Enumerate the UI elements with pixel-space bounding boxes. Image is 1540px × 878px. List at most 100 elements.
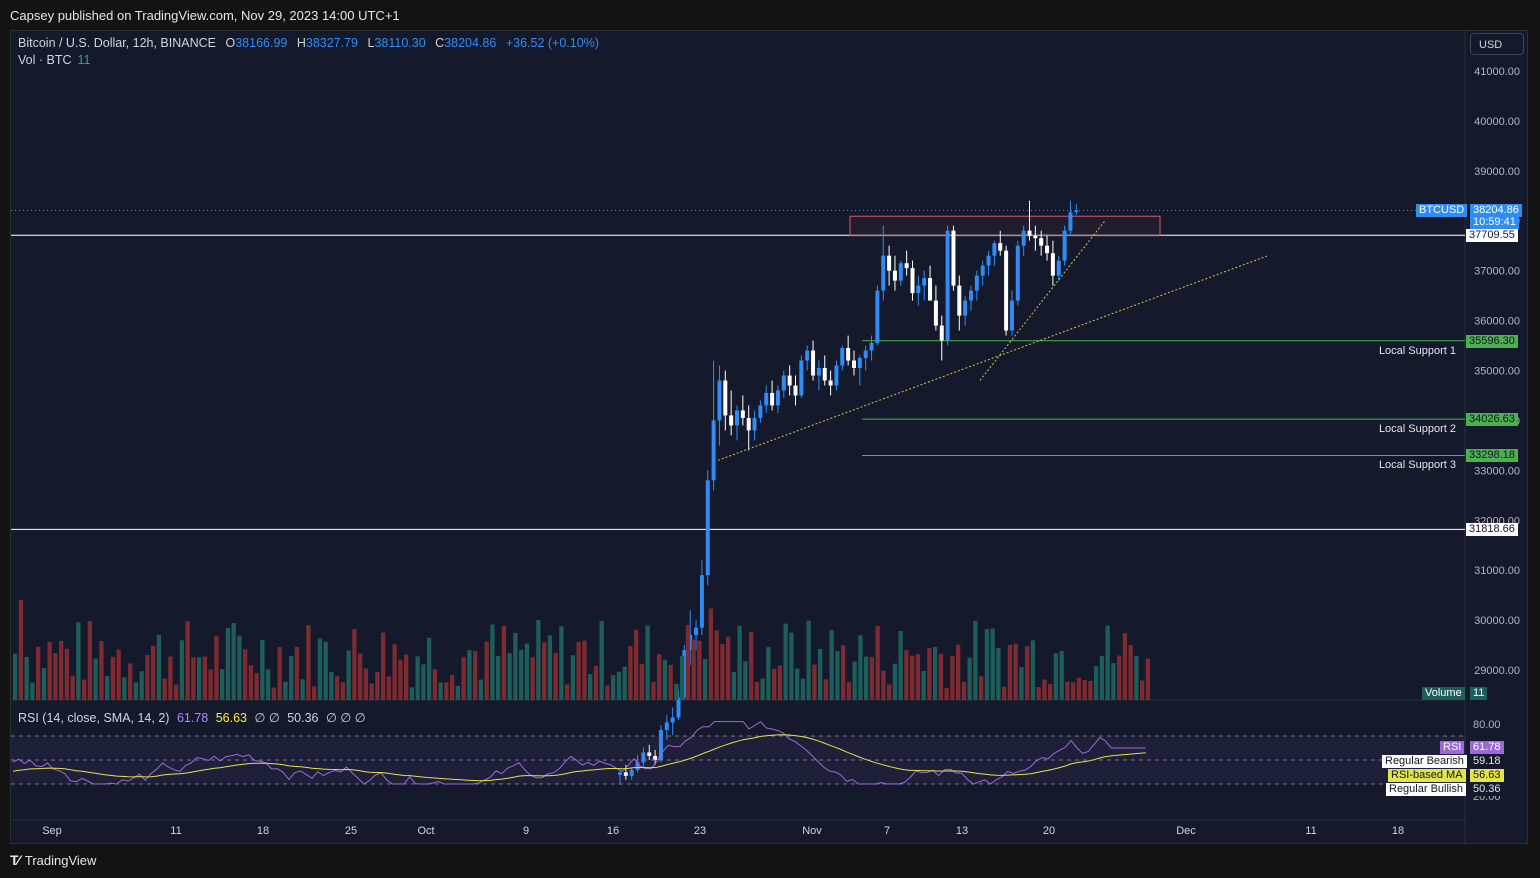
candle-body: [898, 263, 903, 281]
candle-body: [992, 243, 997, 256]
tradingview-logo[interactable]: T⁄ TradingView: [10, 852, 96, 868]
volume-bar: [266, 669, 271, 700]
candle-body: [729, 415, 734, 426]
time-tick-label: 13: [956, 825, 968, 837]
volume-bar: [726, 636, 731, 700]
rsi-tag: RSI: [1440, 741, 1465, 754]
high-value: 38327.79: [305, 36, 359, 50]
volume-bar: [191, 657, 196, 700]
volume-bar: [70, 675, 75, 700]
candle-body: [723, 380, 728, 416]
price-tick-label: 31000.00: [1474, 565, 1520, 577]
candle-body: [1074, 210, 1079, 213]
volume-bar: [277, 646, 282, 700]
volume-bar: [116, 649, 121, 700]
candle-body: [969, 290, 973, 301]
volume-bar: [1065, 681, 1070, 700]
candle-body: [676, 697, 681, 718]
tradingview-brand: TradingView: [24, 852, 97, 868]
volume-bar: [950, 655, 955, 700]
price-tick-label: 36000.00: [1474, 316, 1520, 328]
volume-bar: [455, 685, 461, 700]
candle-body: [764, 392, 769, 406]
volume-bar: [645, 625, 650, 700]
regular-bullish-tag: Regular Bullish: [1386, 783, 1466, 796]
candle-body: [1056, 260, 1061, 276]
volume-bar: [47, 641, 52, 700]
volume-bar: [599, 620, 604, 700]
volume-bar: [990, 628, 995, 700]
level-price-tag-1: 31818.66: [1466, 523, 1518, 537]
volume-header: Vol · BTC 11: [18, 53, 90, 67]
volume-bar: [306, 625, 311, 700]
volume-bar: [432, 669, 438, 700]
volume-bar: [122, 677, 127, 700]
volume-bar: [996, 648, 1001, 700]
candle-body: [857, 358, 862, 368]
volume-bar: [812, 664, 817, 700]
volume-bar: [53, 653, 58, 700]
candle-body: [752, 417, 757, 431]
candle-body: [980, 265, 985, 276]
candle-body: [875, 290, 880, 344]
change-value: +36.52 (+0.10%): [505, 36, 599, 50]
volume-bar: [461, 657, 466, 700]
currency-button[interactable]: USD: [1470, 33, 1524, 55]
volume-bar: [800, 678, 806, 700]
volume-bar: [703, 659, 708, 700]
rsi-ma-value: 56.63: [215, 711, 247, 725]
volume-bar: [133, 682, 139, 700]
volume-bar: [231, 623, 236, 700]
footer-bar: [0, 846, 1540, 878]
candle-body: [629, 769, 634, 776]
volume-bar: [628, 646, 633, 700]
volume-tag: Volume: [1422, 687, 1465, 700]
candle-body: [664, 722, 669, 730]
candle-body: [635, 762, 640, 770]
candle-body: [694, 627, 699, 636]
volume-bar: [944, 687, 949, 700]
volume-bar: [593, 665, 599, 700]
volume-bar: [668, 664, 673, 700]
candle-body: [1062, 230, 1067, 261]
candle-body: [998, 243, 1003, 251]
volume-bar: [530, 657, 535, 700]
volume-bar: [737, 625, 742, 700]
volume-bar: [565, 684, 570, 700]
volume-bar: [795, 668, 800, 700]
volume-bar: [720, 643, 725, 700]
candle-body: [881, 255, 886, 291]
candle-body: [916, 285, 921, 294]
low-value: 38110.30: [374, 36, 426, 50]
rsi-value-tag: 61.78: [1470, 741, 1504, 754]
volume-bar: [887, 684, 892, 700]
volume-bar: [352, 628, 357, 700]
volume-bar: [789, 632, 794, 700]
time-tick-label: Sep: [42, 825, 62, 837]
candle-body: [928, 278, 933, 301]
level-price-tag-2: 35596.30: [1466, 334, 1518, 348]
candle-body: [939, 325, 944, 341]
chart-frame[interactable]: [10, 30, 1528, 844]
volume-bar: [271, 687, 277, 700]
volume-bar: [478, 679, 484, 700]
volume-bar: [36, 646, 41, 700]
volume-bar: [392, 644, 397, 700]
volume-bar: [783, 623, 788, 700]
volume-bar: [139, 671, 144, 700]
volume-bar: [340, 682, 346, 700]
candle-body: [1009, 300, 1014, 331]
volume-bar: [542, 642, 547, 700]
rsi-ma-tag: RSI-based MA: [1388, 769, 1466, 782]
price-chart-svg[interactable]: 41000.0040000.0039000.0038000.0037000.00…: [0, 0, 1540, 846]
volume-bar: [714, 630, 719, 700]
volume-bar: [881, 670, 886, 700]
rsi-line: [12, 720, 1146, 785]
candle-body: [846, 348, 851, 361]
volume-bar: [375, 671, 380, 700]
volume-label: Vol · BTC: [18, 53, 72, 67]
volume-bar: [938, 653, 944, 700]
candle-body: [746, 417, 751, 431]
volume-bar: [536, 619, 541, 700]
time-tick-label: 18: [257, 825, 269, 837]
